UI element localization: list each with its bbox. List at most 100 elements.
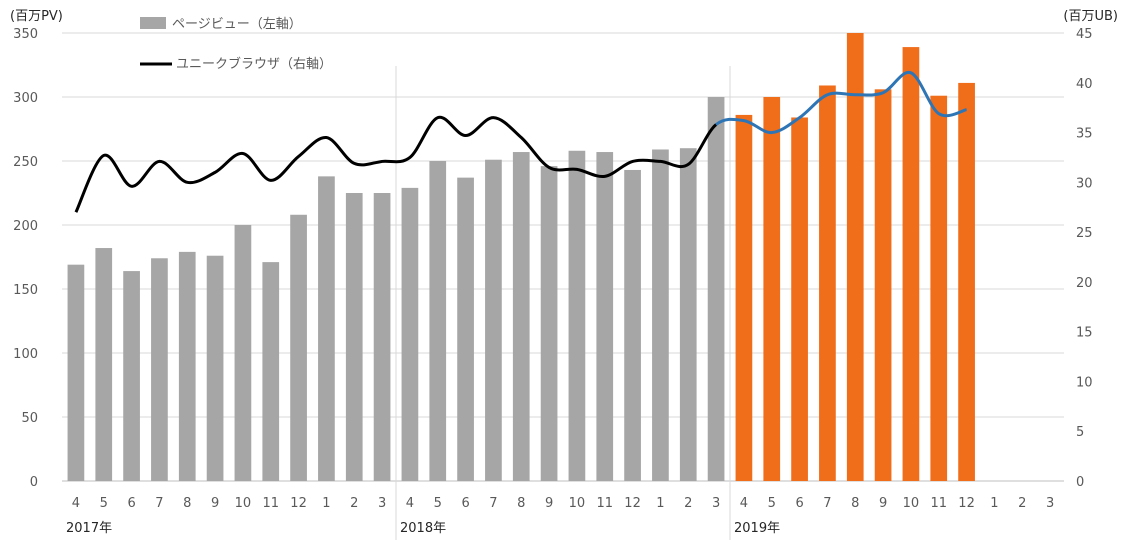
- x-tick-label: 7: [489, 496, 497, 511]
- pageview-bar: [874, 89, 892, 481]
- pageview-bar: [540, 166, 558, 481]
- left-axis-ticks: 0 50 100 150 200 250 300 350: [13, 27, 38, 490]
- unique-browser-line: [74, 71, 967, 213]
- right-tick-label: 45: [1076, 27, 1093, 42]
- x-tick-label: 3: [1046, 496, 1054, 511]
- x-tick-label: 11: [262, 496, 279, 511]
- x-tick-label: 10: [235, 496, 252, 511]
- pageview-bar: [846, 33, 864, 481]
- x-tick-label: 8: [183, 496, 191, 511]
- x-tick-label: 11: [596, 496, 613, 511]
- x-tick-label: 7: [155, 496, 163, 511]
- pageview-bar: [401, 187, 419, 481]
- left-tick-label: 0: [30, 475, 38, 490]
- pageview-bar: [95, 248, 113, 481]
- x-tick-label: 10: [569, 496, 586, 511]
- pageview-bar: [429, 161, 447, 481]
- right-tick-label: 40: [1076, 77, 1093, 92]
- x-tick-label: 6: [127, 496, 135, 511]
- right-tick-label: 15: [1076, 326, 1093, 341]
- pageview-bar: [151, 258, 168, 481]
- pageview-bar: [930, 95, 948, 481]
- pageview-bar: [178, 251, 196, 481]
- year-separators: [395, 66, 731, 540]
- pageview-bar: [652, 149, 669, 482]
- pageview-bar: [624, 169, 641, 481]
- x-axis-month-ticks: 4 5 6 7 8 9 10 11 12 1 2 3 4 5 6 7 8 9 10 11 12 1 2 3 4 5 6 7 8 9 10 11…: [72, 496, 1054, 511]
- year-label: 2019年: [734, 521, 780, 536]
- year-label: 2018年: [400, 521, 446, 536]
- x-tick-label: 12: [290, 496, 307, 511]
- x-tick-label: 4: [72, 496, 80, 511]
- pageview-bar: [596, 152, 614, 482]
- left-axis-unit: (百万PV): [10, 9, 63, 24]
- x-tick-label: 4: [740, 496, 748, 511]
- x-tick-label: 8: [851, 496, 859, 511]
- pageview-bar: [373, 193, 391, 481]
- pageview-bar: [318, 176, 335, 482]
- pageview-bar: [679, 148, 697, 481]
- pageview-bar: [735, 114, 753, 482]
- x-axis-year-labels: 2017年 2018年 2019年: [66, 521, 780, 536]
- pageview-bar: [206, 255, 224, 481]
- x-tick-label: 1: [990, 496, 998, 511]
- x-tick-label: 11: [930, 496, 947, 511]
- left-tick-label: 350: [13, 27, 38, 42]
- x-tick-label: 5: [434, 496, 442, 511]
- x-tick-label: 7: [823, 496, 831, 511]
- right-tick-label: 5: [1076, 425, 1084, 440]
- x-tick-label: 3: [712, 496, 720, 511]
- x-tick-label: 8: [517, 496, 525, 511]
- x-tick-label: 9: [879, 496, 887, 511]
- pageview-bar: [763, 97, 781, 481]
- left-tick-label: 150: [13, 283, 38, 298]
- left-tick-label: 250: [13, 155, 38, 170]
- x-tick-label: 3: [378, 496, 386, 511]
- x-tick-label: 2: [684, 496, 692, 511]
- legend-bar-swatch: [140, 17, 166, 29]
- right-tick-label: 10: [1076, 375, 1093, 390]
- ub-line-2017-2018: [74, 115, 718, 213]
- x-tick-label: 10: [903, 496, 920, 511]
- pageview-bar: [512, 152, 530, 482]
- x-tick-label: 2: [1018, 496, 1026, 511]
- pageview-bar: [234, 225, 252, 481]
- right-tick-label: 0: [1076, 475, 1084, 490]
- x-tick-label: 2: [350, 496, 358, 511]
- left-tick-label: 50: [21, 411, 38, 426]
- left-tick-label: 300: [13, 91, 38, 106]
- x-tick-label: 12: [958, 496, 975, 511]
- year-label: 2017年: [66, 521, 112, 536]
- right-tick-label: 30: [1076, 176, 1093, 191]
- pageview-bars: [67, 33, 975, 482]
- ub-line-2019: [715, 71, 967, 135]
- right-tick-label: 20: [1076, 276, 1093, 291]
- pageview-bar: [67, 264, 85, 481]
- x-tick-label: 1: [322, 496, 330, 511]
- left-tick-label: 200: [13, 219, 38, 234]
- pageview-bar: [262, 262, 280, 481]
- right-tick-label: 25: [1076, 226, 1093, 241]
- left-tick-label: 100: [13, 347, 38, 362]
- x-tick-label: 12: [624, 496, 641, 511]
- x-tick-label: 5: [100, 496, 108, 511]
- legend-pageview-label: ページビュー（左軸）: [172, 17, 302, 32]
- pageview-bar: [457, 177, 474, 481]
- pageview-bar: [902, 47, 920, 481]
- pageview-bar: [485, 159, 502, 481]
- right-axis-unit: (百万UB): [1063, 9, 1118, 24]
- x-tick-label: 9: [211, 496, 219, 511]
- legend: ページビュー（左軸） ユニークブラウザ（右軸）: [140, 17, 332, 72]
- pageview-bar: [958, 82, 975, 482]
- pageview-bar: [707, 97, 725, 481]
- pageview-bar: [791, 117, 808, 481]
- x-tick-label: 9: [545, 496, 553, 511]
- x-tick-label: 4: [406, 496, 414, 511]
- right-tick-label: 35: [1076, 127, 1093, 142]
- x-tick-label: 1: [656, 496, 664, 511]
- pageview-bar: [123, 271, 140, 481]
- pageview-bar: [819, 85, 836, 481]
- legend-ub-label: ユニークブラウザ（右軸）: [176, 56, 332, 72]
- right-axis-ticks: 0 5 10 15 20 25 30 35 40 45: [1076, 27, 1093, 490]
